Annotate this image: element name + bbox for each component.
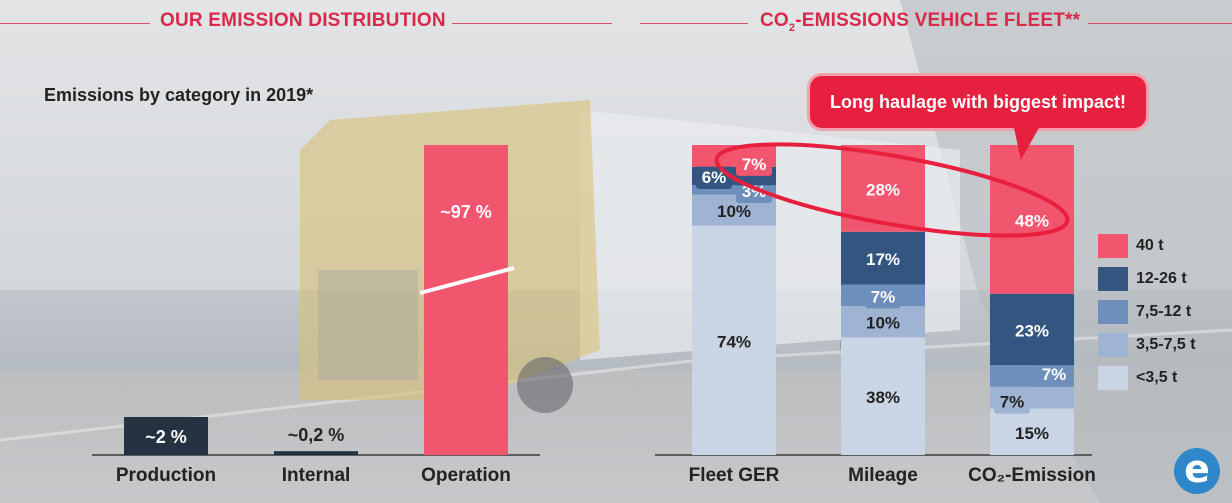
data-label-production: ~2 % (145, 427, 187, 447)
segment-fleet-ger-3-5-t (692, 225, 776, 455)
data-label-mileage-3-5-t: 38% (866, 388, 900, 407)
fleet-emission-chart: 74%10%3%6%7%Fleet GER38%10%7%17%28%Milea… (655, 145, 1096, 486)
legend-item-3-5-t: <3,5 t (1098, 364, 1232, 392)
data-label-co-emission-7-5-12-t: 7% (1042, 365, 1067, 384)
legend-swatch (1098, 333, 1128, 357)
right-title-line-left (640, 23, 748, 24)
right-title-suffix: -EMISSIONS VEHICLE FLEET** (795, 10, 1081, 31)
legend-swatch (1098, 234, 1128, 258)
legend-swatch (1098, 267, 1128, 291)
data-label-co-emission-12-26-t: 23% (1015, 321, 1049, 340)
segment-co-emission-3-5-t (990, 408, 1074, 455)
legend-swatch (1098, 366, 1128, 390)
right-title-line-right (1088, 23, 1232, 24)
legend-swatch (1098, 300, 1128, 324)
bar-production (124, 417, 208, 455)
emission-distribution-chart: ~2 % Production ~0,2 % Internal ~97 % Operati… (92, 145, 540, 486)
chart-subtitle: Emissions by category in 2019* (44, 85, 314, 105)
data-label-mileage-12-26-t: 17% (866, 250, 900, 269)
data-label-fleet-ger-3-5-7-5-t: 10% (717, 202, 751, 221)
segment-mileage-3-5-7-5-t (841, 306, 925, 338)
data-label-co-emission-40-t: 48% (1015, 211, 1049, 230)
legend-item-40-t: 40 t (1098, 232, 1232, 260)
bar-operation (424, 145, 508, 455)
legend-item-3-5-7-5-t: 3,5-7,5 t (1098, 331, 1232, 359)
category-label-mileage: Mileage (848, 465, 918, 486)
data-label-fleet-ger-3-5-t: 74% (717, 332, 751, 351)
legend-label: 40 t (1136, 237, 1164, 254)
category-label-co-emission: CO₂-Emission (968, 465, 1096, 486)
highlight-overlay (714, 142, 1070, 238)
segment-co-emission-12-26-t (990, 293, 1074, 366)
axis-break-mark (419, 266, 515, 295)
label-tag-fleet-ger-40-t (736, 151, 772, 176)
category-label-operation: Operation (421, 465, 511, 486)
legend-item-12-26-t: 12-26 t (1098, 265, 1232, 293)
legend-label: 12-26 t (1136, 270, 1187, 287)
data-label-mileage-3-5-7-5-t: 10% (866, 314, 900, 333)
right-title: CO2-EMISSIONS VEHICLE FLEET** (760, 10, 1080, 34)
segment-mileage-12-26-t (841, 231, 925, 285)
logo-icon: e (1174, 448, 1220, 494)
category-label-internal: Internal (282, 465, 351, 486)
highlight-ellipse (714, 142, 1070, 238)
right-title-prefix: CO (760, 10, 789, 31)
data-label-mileage-40-t: 28% (866, 180, 900, 199)
label-tag-mileage-7-5-12-t (865, 284, 901, 309)
segment-fleet-ger-7-5-12-t (692, 185, 776, 195)
data-label-operation: ~97 % (440, 202, 492, 222)
left-title: OUR EMISSION DISTRIBUTION (160, 10, 446, 31)
label-tag-co-emission-7-5-12-t (1036, 361, 1072, 386)
right-title-subscript: 2 (788, 21, 796, 34)
callout-bubble: Long haulage with biggest impact! (810, 76, 1146, 128)
category-label-production: Production (116, 465, 216, 486)
legend-label: <3,5 t (1136, 369, 1178, 386)
label-tag-co-emission-3-5-7-5-t (994, 389, 1030, 414)
data-label-fleet-ger-40-t: 7% (742, 155, 767, 174)
data-label-internal: ~0,2 % (288, 425, 345, 445)
category-label-fleet-ger: Fleet GER (689, 465, 780, 486)
data-label-mileage-7-5-12-t: 7% (871, 287, 896, 306)
left-title-line-right (452, 23, 612, 24)
segment-co-emission-40-t (990, 145, 1074, 294)
segment-mileage-3-5-t (841, 337, 925, 455)
legend-label: 3,5-7,5 t (1136, 336, 1196, 353)
legend-label: 7,5-12 t (1136, 303, 1192, 320)
left-title-line-left (0, 23, 150, 24)
data-label-fleet-ger-12-26-t: 6% (702, 168, 727, 187)
bar-internal (274, 451, 358, 455)
data-label-co-emission-3-5-7-5-t: 7% (1000, 393, 1025, 412)
legend-item-7-5-12-t: 7,5-12 t (1098, 298, 1232, 326)
data-label-co-emission-3-5-t: 15% (1015, 424, 1049, 443)
